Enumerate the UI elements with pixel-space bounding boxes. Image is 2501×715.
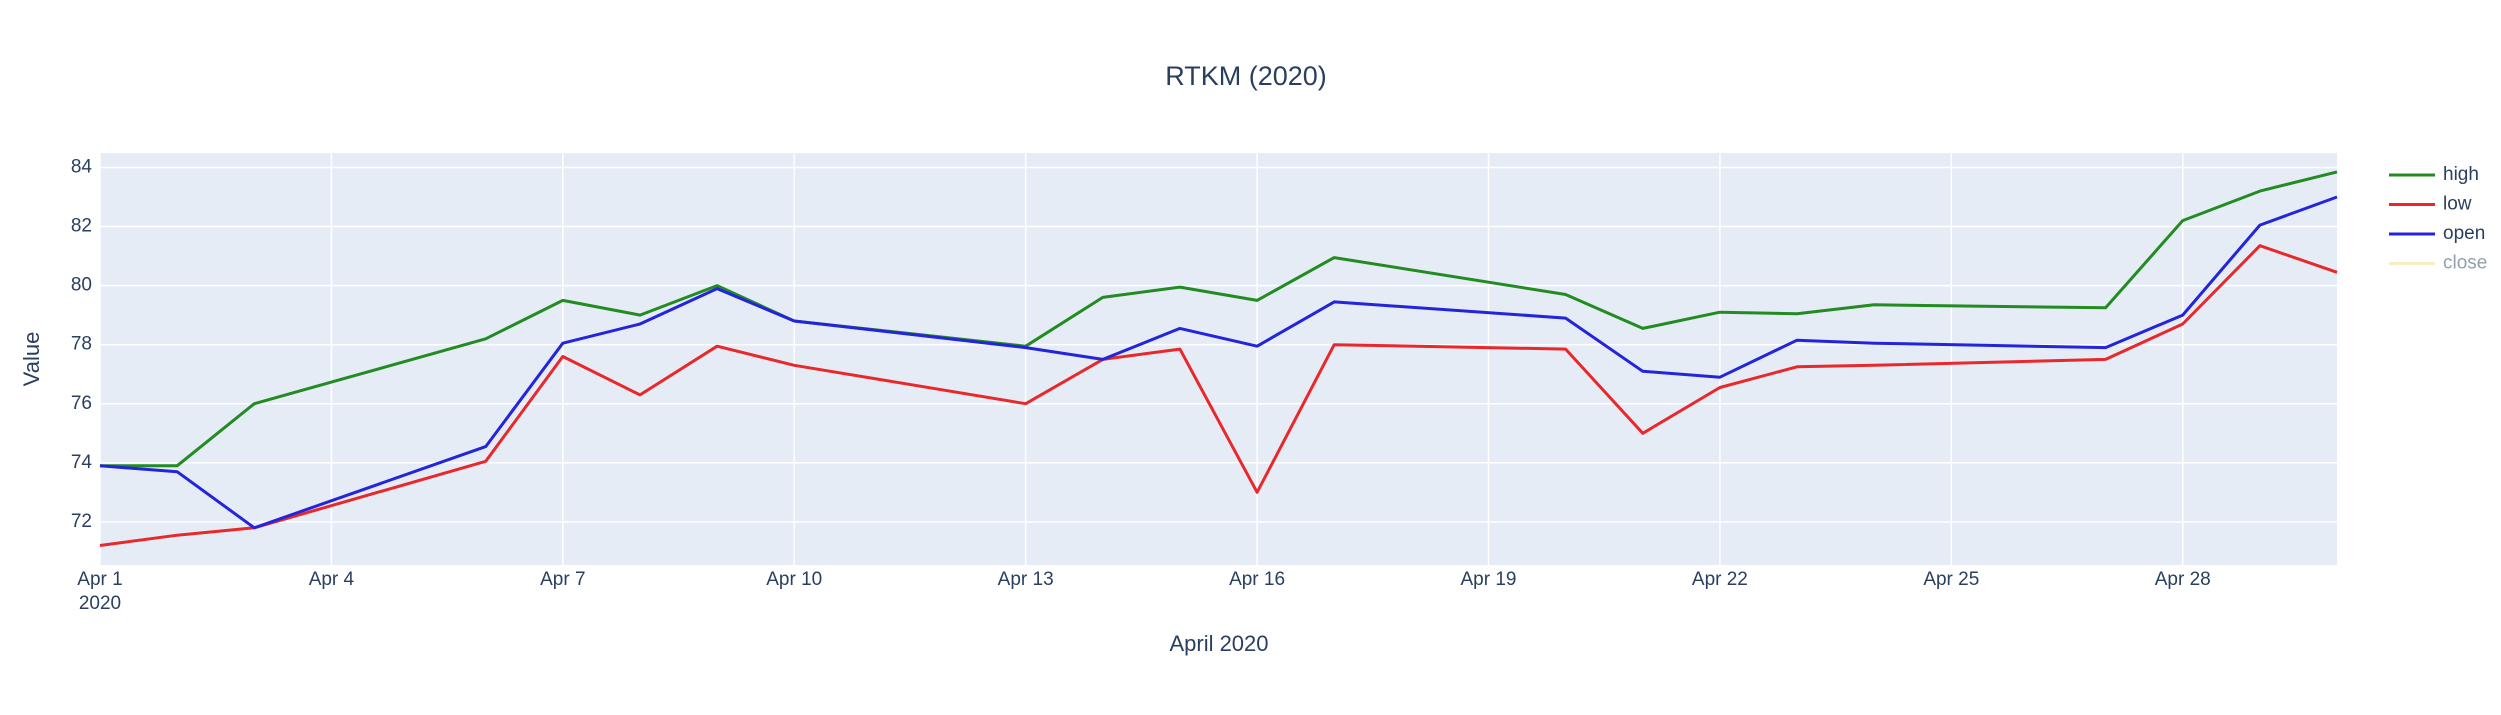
series-line — [99, 195, 2338, 530]
x-tick-label: Apr 19 — [1460, 569, 1516, 590]
x-tick-label: Apr 4 — [309, 569, 355, 590]
x-tick-label: Apr 28 — [2155, 569, 2211, 590]
y-axis-title: Value — [19, 332, 44, 387]
x-axis-title: April 2020 — [1169, 631, 1268, 656]
legend-label: close — [2443, 253, 2487, 274]
plot-area — [100, 153, 2337, 565]
x-tick-sublabel: 2020 — [79, 593, 121, 614]
y-tick-label: 80 — [71, 275, 92, 296]
legend-label: open — [2443, 223, 2485, 244]
x-tick-label: Apr 13 — [998, 569, 1054, 590]
chart-title: RTKM (2020) — [1165, 61, 1327, 91]
x-tick-label: Apr 1 — [77, 569, 122, 590]
y-tick-label: 82 — [71, 216, 92, 237]
series-line — [100, 170, 2338, 468]
series-line — [99, 244, 2338, 547]
y-tick-label: 84 — [71, 156, 93, 177]
x-tick-label: Apr 16 — [1229, 569, 1285, 590]
legend: high low open close — [2389, 164, 2487, 274]
x-tick-label: Apr 10 — [766, 569, 822, 590]
x-tick-label: Apr 25 — [1923, 569, 1979, 590]
y-tick-label: 76 — [71, 393, 92, 414]
grid — [99, 153, 2337, 565]
legend-label: high — [2443, 164, 2479, 185]
x-tick-label: Apr 7 — [540, 569, 585, 590]
legend-label: low — [2443, 194, 2472, 215]
x-tick-label: Apr 22 — [1692, 569, 1748, 590]
lines — [99, 170, 2338, 547]
y-tick-label: 72 — [71, 511, 92, 532]
y-tick-label: 74 — [71, 452, 93, 473]
y-tick-label: 78 — [71, 334, 92, 355]
